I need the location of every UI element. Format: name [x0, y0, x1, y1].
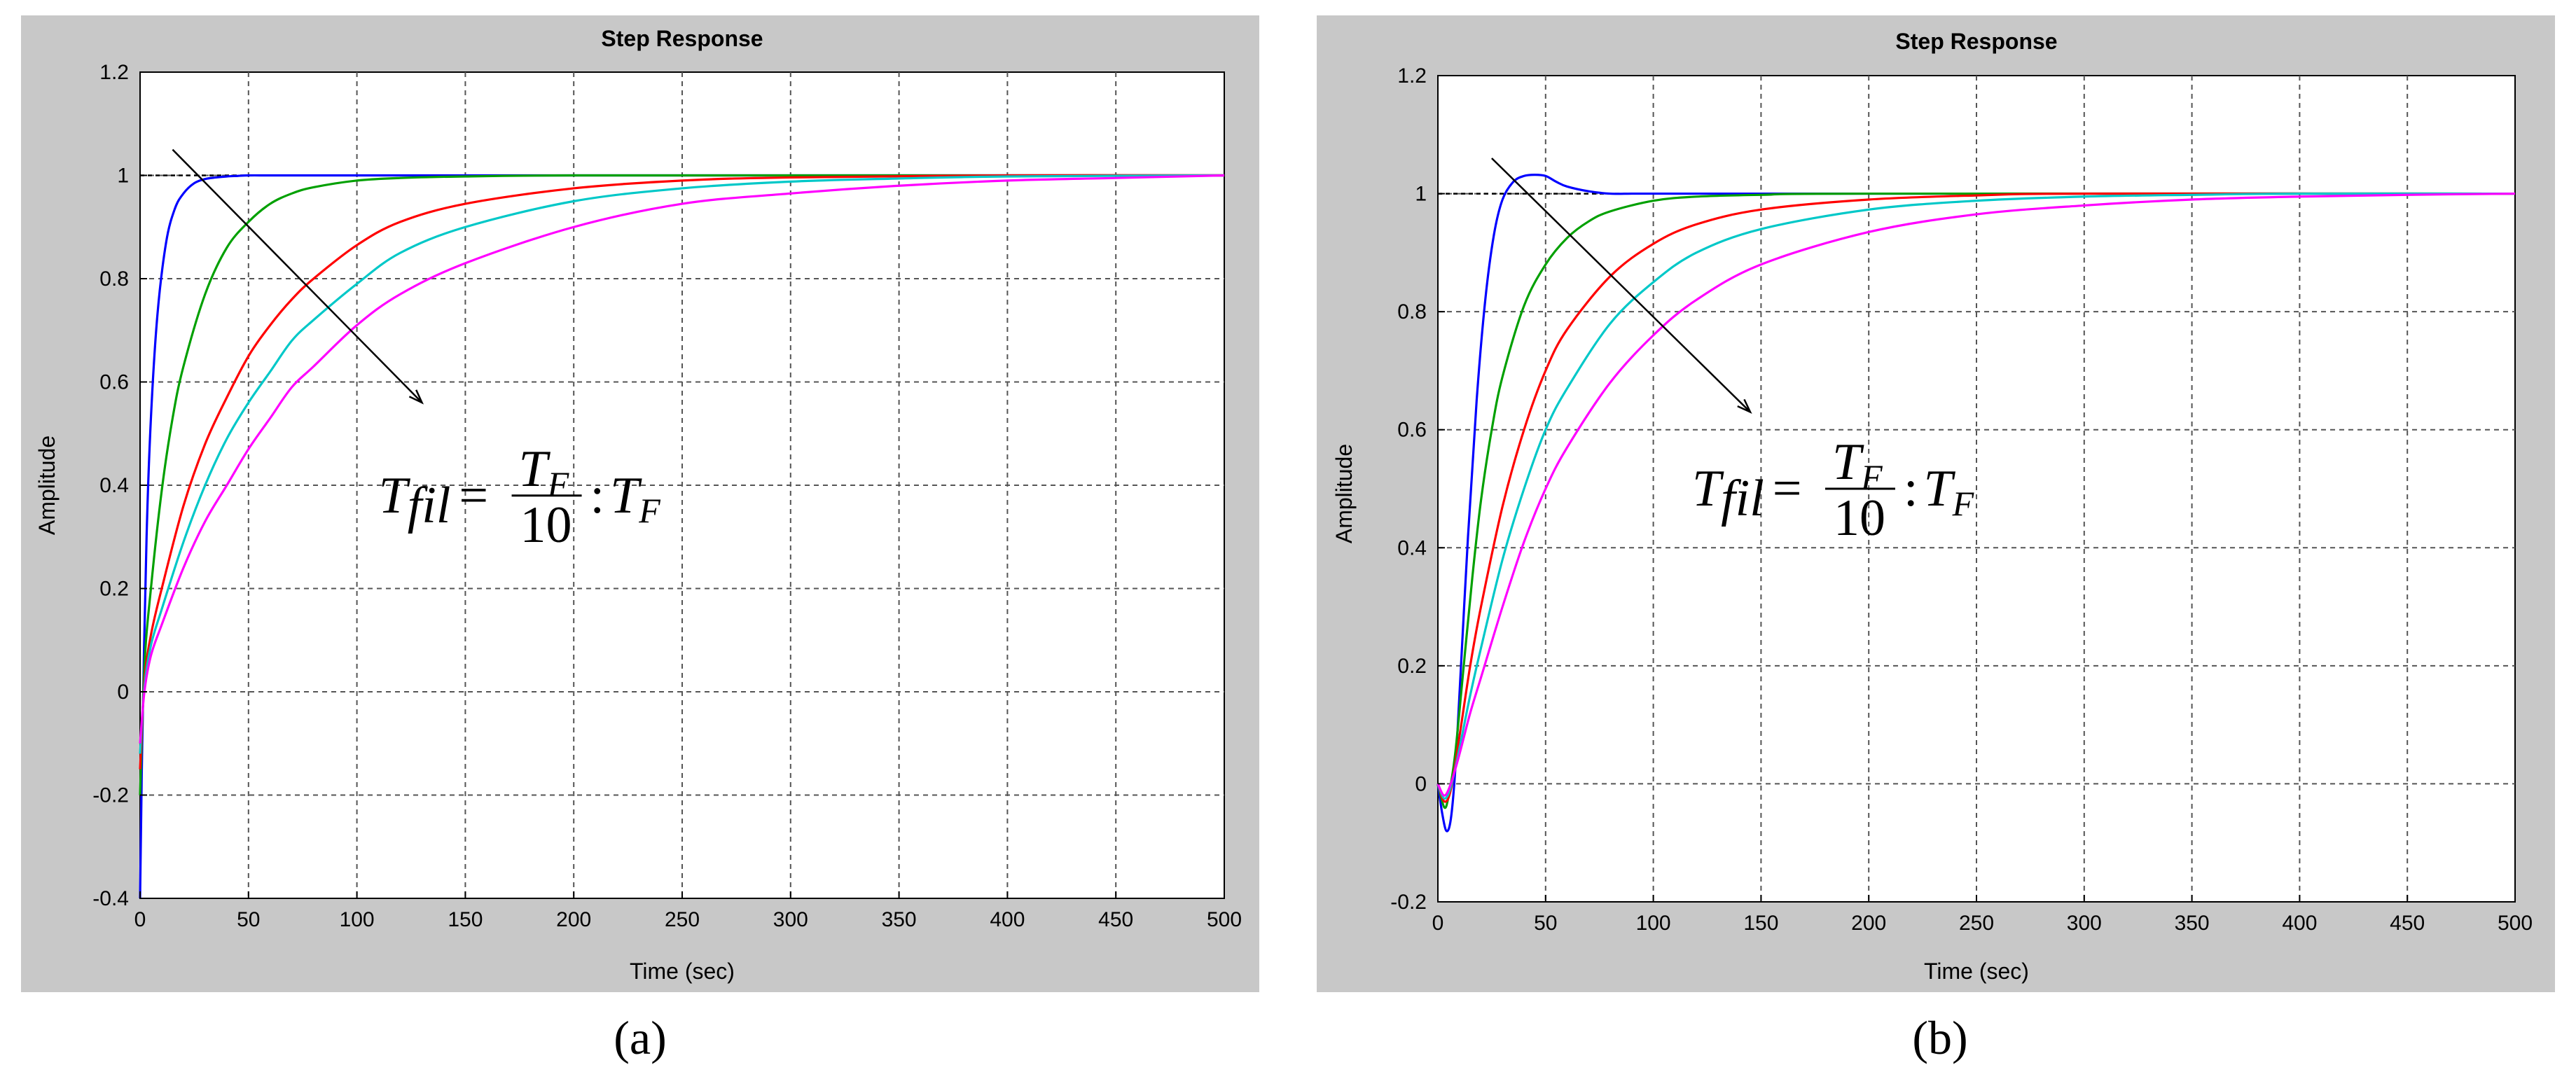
y-tick-label: 0.2: [99, 578, 129, 601]
series-line-2: [139, 174, 1224, 795]
eq-den: 10: [1834, 489, 1885, 547]
y-tick-label: 1.2: [99, 61, 129, 84]
svg-text:Tfil=: Tfil =: [1692, 460, 1802, 527]
eq-lhs: T: [1692, 460, 1724, 517]
eq-num: T: [1832, 433, 1864, 491]
y-tick-label: -0.4: [92, 887, 129, 910]
series-line-3: [1436, 192, 2516, 803]
eq-rhs: T: [610, 467, 642, 524]
y-tick-labels: -0.4 -0.2 0 0.2 0.4 0.6 0.8 1 1.2: [92, 61, 147, 910]
y-tick-label: 1: [1415, 183, 1427, 206]
chart-panel-a: 0 50 100 150 200 250 300 350 400 450 500 -0.4-0.20…: [21, 15, 1259, 1064]
x-tick-label: 0: [134, 908, 146, 931]
y-tick-label: 0: [117, 681, 129, 704]
series-line-3: [139, 174, 1225, 770]
series-line-5: [139, 174, 1225, 744]
eq-num-sub: F: [547, 464, 569, 503]
y-tick-label: 0.8: [99, 267, 129, 291]
chart-title: Step Response: [601, 26, 763, 51]
eq-num-sub: F: [1860, 457, 1883, 496]
eq-rhs: T: [1924, 460, 1956, 517]
x-tick-label: 350: [882, 908, 917, 931]
svg-text:Tfil=: Tfil =: [379, 467, 489, 534]
x-tick-label: 0: [1432, 912, 1444, 935]
svg-text::TF: : TF: [1904, 460, 1974, 523]
chart-panel-b: 0 50 100 150 200 250 300 350 400 450 500 -0.200.20…: [1317, 15, 2555, 1064]
eq-lhs-sub: fil: [408, 477, 451, 534]
y-axis-label: Amplitude: [1331, 444, 1357, 543]
series-group: [1436, 173, 2516, 833]
svg-text:TF: TF: [1832, 433, 1883, 496]
y-tick-label: 1.2: [1397, 64, 1427, 88]
y-tick-label: 0.8: [1397, 300, 1427, 323]
x-tick-labels: 0 50 100 150 200 250 300 350 400 450 500: [1432, 895, 2533, 935]
y-tick-label: 0.6: [1397, 419, 1427, 442]
series-line-4: [1436, 192, 2516, 800]
eq-sep: :: [1904, 460, 1918, 517]
x-axis-label: Time (sec): [630, 959, 735, 984]
x-tick-label: 50: [1534, 912, 1557, 935]
x-tick-label: 450: [1098, 908, 1133, 931]
svg-text:TF: TF: [519, 440, 569, 503]
x-tick-label: 50: [237, 908, 260, 931]
x-tick-label: 200: [1851, 912, 1886, 935]
x-tick-label: 500: [2498, 912, 2533, 935]
y-tick-label: 1: [117, 165, 129, 188]
eq-rhs-sub: F: [1952, 484, 1974, 523]
trend-arrow: [172, 148, 424, 405]
y-tick-label: 0.6: [99, 371, 129, 394]
eq-sep: :: [590, 467, 605, 524]
eq-rhs-sub: F: [638, 491, 660, 530]
x-tick-label: 450: [2390, 912, 2425, 935]
y-tick-label: 0.4: [99, 474, 129, 497]
eq-lhs-sub: fil: [1721, 470, 1764, 527]
x-tick-label: 100: [340, 908, 375, 931]
x-tick-label: 150: [1743, 912, 1778, 935]
y-tick-label: -0.2: [92, 784, 129, 807]
x-tick-label: 150: [448, 908, 483, 931]
series-line-4: [139, 174, 1225, 754]
x-tick-label: 400: [990, 908, 1025, 931]
y-tick-labels: -0.2 0 0.2 0.4 0.6 0.8 1 1.2: [1390, 64, 1445, 914]
x-tick-labels: 0 50 100 150 200 250 300 350 400 450 500: [134, 891, 1242, 931]
x-tick-label: 350: [2175, 912, 2210, 935]
x-tick-label: 300: [2067, 912, 2102, 935]
x-tick-label: 300: [773, 908, 808, 931]
panel-label: (b): [1912, 1011, 1967, 1064]
x-tick-label: 400: [2282, 912, 2317, 935]
eq-num: T: [519, 440, 551, 498]
panel-label: (a): [614, 1011, 666, 1064]
x-tick-label: 250: [665, 908, 700, 931]
equation-annotation: Tfil = TF 10 : TF: [1692, 433, 1974, 547]
svg-text::TF: : TF: [590, 467, 661, 530]
x-tick-label: 500: [1207, 908, 1242, 931]
series-line-2: [1436, 192, 2516, 809]
x-axis-label: Time (sec): [1924, 959, 2029, 984]
y-axis-label: Amplitude: [34, 436, 60, 535]
chart-title: Step Response: [1895, 29, 2057, 54]
x-tick-label: 100: [1636, 912, 1671, 935]
eq-den: 10: [520, 496, 572, 554]
x-tick-label: 250: [1959, 912, 1994, 935]
trend-arrow: [1491, 158, 1752, 414]
y-tick-label: 0: [1415, 772, 1427, 795]
eq-lhs: T: [379, 467, 411, 524]
series-group: [139, 174, 1225, 899]
y-tick-label: 0.2: [1397, 655, 1427, 678]
y-tick-label: -0.2: [1390, 891, 1427, 914]
x-tick-label: 200: [556, 908, 591, 931]
equation-annotation: Tfil = TF 10 : TF: [379, 440, 661, 554]
y-tick-label: 0.4: [1397, 536, 1427, 559]
